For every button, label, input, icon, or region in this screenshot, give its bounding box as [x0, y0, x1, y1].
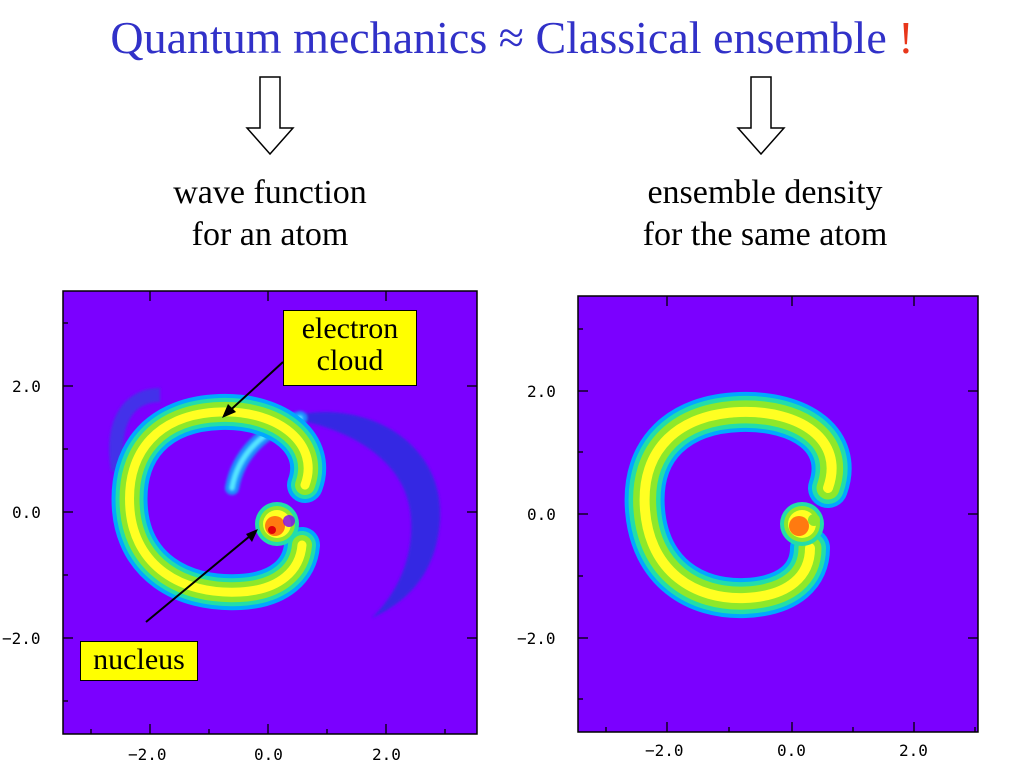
title-classical: Classical ensemble [535, 12, 887, 63]
electron-cloud-label-line2: cloud [316, 344, 384, 377]
right-x-tick-label: 2.0 [899, 741, 928, 760]
right-y-tick-label: 0.0 [527, 505, 556, 524]
nucleus-pointer [145, 530, 257, 623]
electron-cloud-label: electron cloud [283, 310, 417, 386]
left-x-tick-label: −2.0 [128, 745, 167, 764]
right-caption: ensemble density for the same atom [600, 172, 930, 256]
nucleus-pointer-head [246, 529, 258, 542]
right-caption-line2: for the same atom [642, 216, 888, 253]
left-axis-ticks [63, 291, 477, 734]
left-caption-line2: for an atom [191, 216, 349, 253]
left-x-tick-label: 2.0 [372, 745, 401, 764]
slide-title: Quantum mechanics ≈ Classical ensemble ! [0, 8, 1024, 68]
left-nucleus [255, 502, 299, 546]
left-x-tick-label: 0.0 [254, 745, 283, 764]
title-approx-symbol: ≈ [498, 12, 524, 63]
left-y-tick-label: 2.0 [12, 377, 41, 396]
right-electron-ring [624, 391, 852, 619]
title-exclaim: ! [898, 12, 914, 63]
electron-cloud-pointer [223, 361, 284, 417]
title-quantum: Quantum mechanics [110, 12, 488, 63]
electron-cloud-label-line1: electron [301, 312, 399, 345]
right-nucleus [780, 502, 824, 546]
right-down-arrow-icon [736, 76, 786, 156]
right-x-tick-label: 0.0 [777, 741, 806, 760]
right-plot: 2.0 0.0 −2.0 −2.0 0.0 2.0 [517, 295, 979, 760]
left-y-tick-label: 0.0 [12, 503, 41, 522]
right-y-tick-label: 2.0 [527, 382, 556, 401]
right-axis-ticks [578, 296, 978, 732]
nucleus-label-text: nucleus [93, 643, 185, 676]
left-y-tick-label: −2.0 [2, 629, 41, 648]
right-caption-line1: ensemble density [647, 174, 883, 211]
electron-cloud-pointer-head [222, 404, 236, 418]
left-caption-line1: wave function [173, 174, 367, 211]
left-caption: wave function for an atom [120, 172, 420, 256]
nucleus-label: nucleus [80, 641, 198, 681]
right-y-tick-label: −2.0 [517, 629, 556, 648]
right-x-tick-label: −2.0 [645, 741, 684, 760]
left-electron-ring [111, 393, 327, 611]
left-down-arrow-icon [245, 76, 295, 156]
